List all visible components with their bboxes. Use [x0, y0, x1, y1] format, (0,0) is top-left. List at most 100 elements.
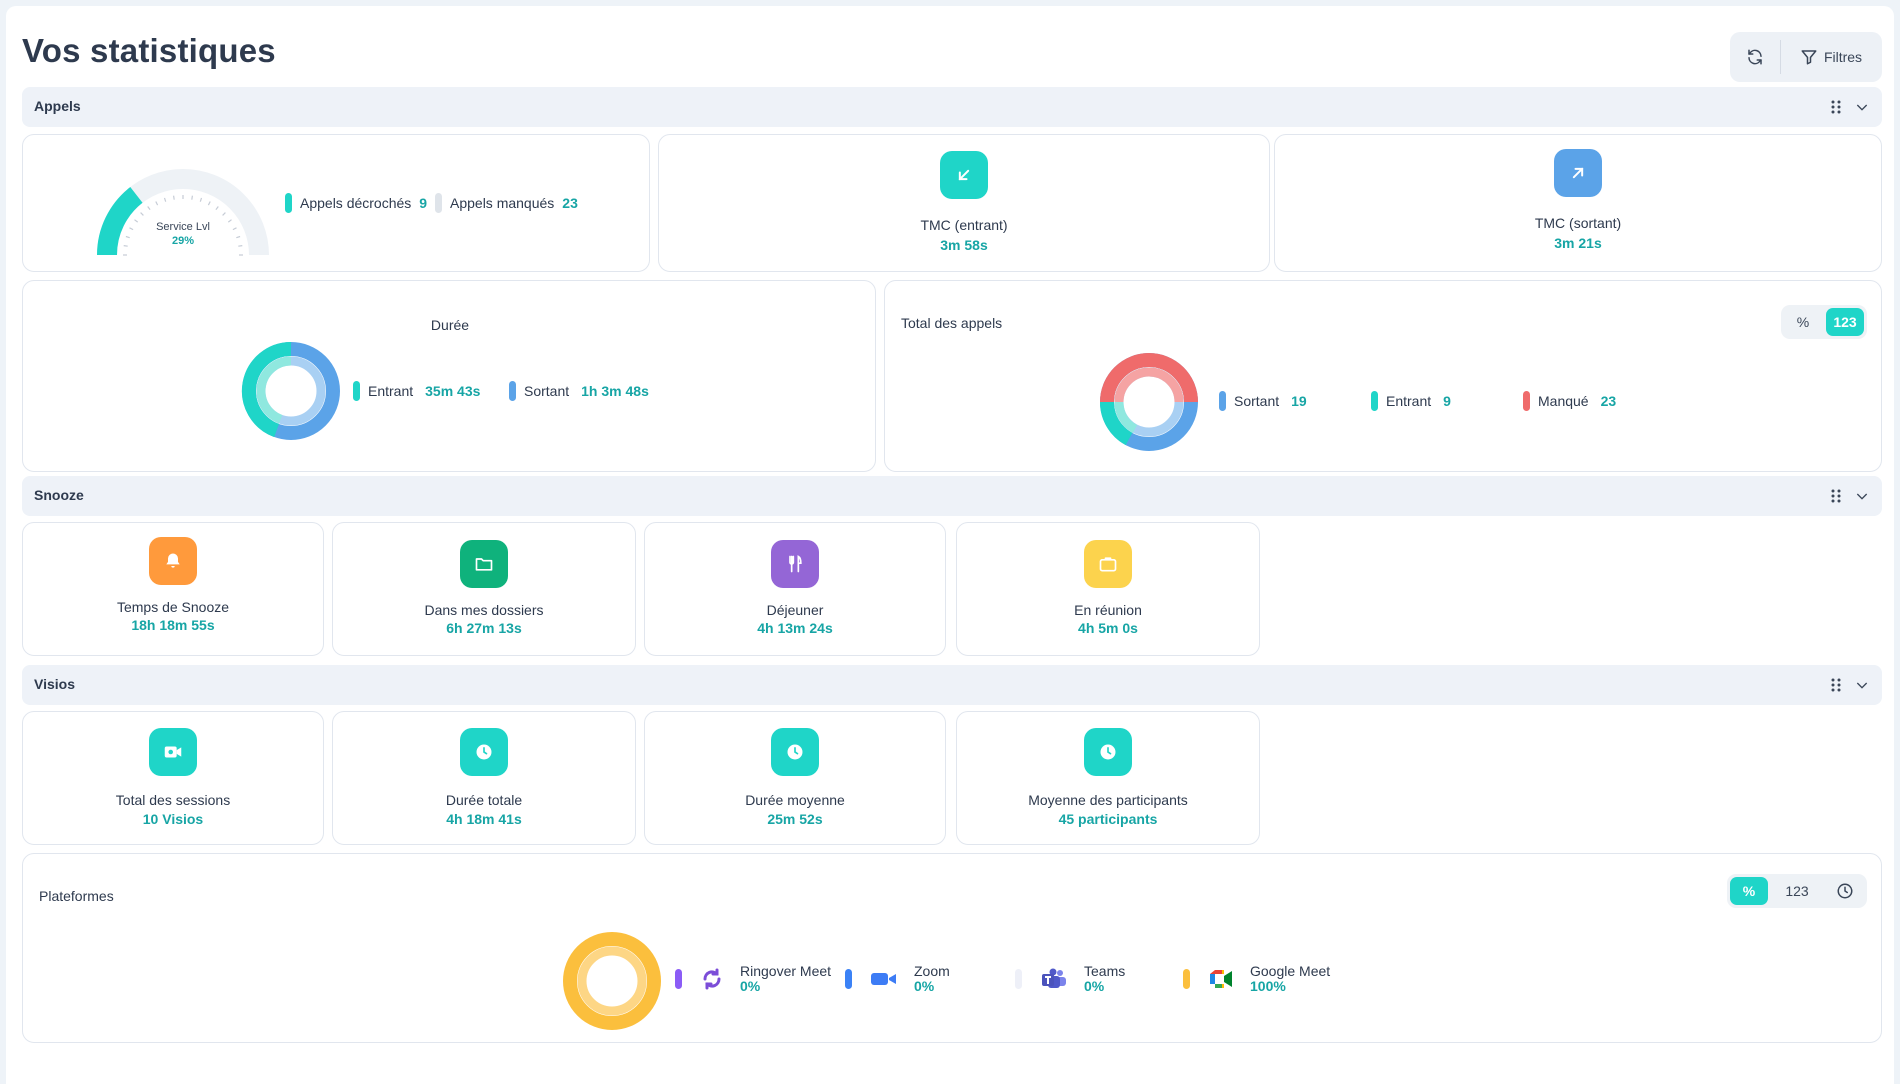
gauge-tick	[191, 195, 193, 200]
refresh-icon	[1748, 49, 1762, 65]
total-outgoing-label: Sortant	[1234, 393, 1280, 409]
section-header-visios[interactable]: Visios	[22, 665, 1882, 705]
filters-label: Filtres	[1823, 49, 1863, 65]
bell-icon	[149, 537, 197, 585]
clock-icon	[1084, 728, 1132, 776]
filter-icon	[1801, 50, 1817, 65]
arrow-down-left-icon	[940, 151, 988, 199]
total-legend-incoming: Entrant 9	[1371, 391, 1451, 411]
total-incoming-label: Entrant	[1386, 393, 1432, 409]
snooze-value: 6h 27m 13s	[446, 620, 522, 636]
visio-card: Durée totale 4h 18m 41s	[332, 711, 636, 845]
gauge-value: 29%	[171, 235, 195, 247]
legend-value-answered: 9	[419, 195, 428, 211]
gauge-tick	[215, 206, 219, 211]
legend-bar-outgoing	[1219, 391, 1226, 411]
gauge-tick	[238, 245, 243, 247]
platform-name: Ringover Meet	[740, 963, 832, 979]
gauge-tick	[199, 197, 203, 202]
section-header-calls[interactable]: Appels	[22, 87, 1882, 127]
teams-icon	[1042, 968, 1066, 988]
gauge-tick	[236, 235, 241, 239]
legend-bar-missed	[435, 193, 442, 213]
toolbar-divider	[1780, 40, 1781, 74]
platform-name: Zoom	[914, 963, 950, 979]
platform-legend-teams: Teams 0%	[1015, 964, 1125, 994]
platform-legend-zoom: Zoom 0%	[845, 964, 950, 994]
gauge-tick	[134, 219, 139, 223]
visio-value: 25m 52s	[767, 811, 823, 827]
total-missed-value: 23	[1600, 393, 1617, 409]
snooze-card: En réunion 4h 5m 0s	[956, 522, 1260, 656]
gauge-tick	[155, 201, 159, 206]
platform-value: 0%	[1084, 978, 1105, 994]
legend-bar-incoming	[1371, 391, 1378, 411]
platform-name: Teams	[1084, 963, 1126, 979]
clock-icon	[771, 728, 819, 776]
platform-name: Google Meet	[1250, 963, 1331, 979]
total-legend-missed: Manqué 23	[1523, 391, 1616, 411]
chevron-down-icon[interactable]	[1854, 677, 1870, 693]
folder-icon	[460, 540, 508, 588]
visio-value: 10 Visios	[142, 811, 204, 827]
total-calls-donut	[1099, 353, 1198, 451]
tmc-incoming-label: TMC (entrant)	[920, 217, 1008, 233]
drag-handle-icon[interactable]	[1830, 98, 1842, 116]
filters-button[interactable]: Filtres	[1781, 32, 1881, 82]
page-title: Vos statistiques	[22, 32, 276, 69]
platforms-card: Plateformes % 123 Ringover Meet 0% Zoom	[22, 853, 1882, 1043]
platform-value: 0%	[740, 978, 761, 994]
chevron-down-icon[interactable]	[1854, 488, 1870, 504]
legend-label-missed: Appels manqués	[450, 195, 555, 211]
briefcase-icon	[1084, 540, 1132, 588]
section-header-snooze[interactable]: Snooze	[22, 476, 1882, 516]
visio-label: Durée totale	[445, 792, 523, 808]
snooze-label: En réunion	[1074, 602, 1142, 618]
visio-label: Durée moyenne	[745, 792, 845, 808]
gauge-tick	[125, 235, 130, 239]
toggle-count[interactable]: 123	[1785, 883, 1809, 899]
section-title-snooze: Snooze	[34, 487, 84, 503]
refresh-button[interactable]	[1730, 32, 1780, 82]
clock-icon	[460, 728, 508, 776]
legend-value-missed: 23	[562, 195, 578, 211]
total-legend-outgoing: Sortant 19	[1219, 391, 1307, 411]
gauge-tick	[207, 201, 211, 206]
total-calls-card: Total des appels % 123 Sortant 19 Entran…	[884, 280, 1882, 472]
duration-legend-outgoing: Sortant 1h 3m 48s	[509, 381, 649, 401]
visio-value: 45 participants	[1058, 811, 1158, 827]
legend-bar-teams	[1015, 969, 1022, 989]
snooze-card: Déjeuner 4h 13m 24s	[644, 522, 946, 656]
cutlery-icon	[771, 540, 819, 588]
snooze-card: Temps de Snooze 18h 18m 55s	[22, 522, 324, 656]
toggle-duration[interactable]	[1826, 877, 1864, 905]
drag-handle-icon[interactable]	[1830, 676, 1842, 694]
snooze-value: 4h 5m 0s	[1078, 620, 1138, 636]
chevron-down-icon[interactable]	[1854, 99, 1870, 115]
snooze-label: Dans mes dossiers	[424, 602, 544, 618]
snooze-value: 18h 18m 55s	[131, 617, 215, 633]
clock-icon	[1837, 883, 1853, 899]
platform-legend-google-meet: Google Meet 100%	[1183, 964, 1330, 994]
legend-label-answered: Appels décrochés	[300, 195, 412, 211]
tmc-outgoing-card: TMC (sortant) 3m 21s	[1274, 134, 1882, 272]
tmc-outgoing-value: 3m 21s	[1554, 235, 1602, 251]
visio-label: Moyenne des participants	[1028, 792, 1188, 808]
video-icon	[149, 728, 197, 776]
gauge-tick	[232, 227, 237, 231]
legend-missed: Appels manqués 23	[435, 193, 578, 213]
gauge-tick	[129, 227, 134, 231]
platform-value: 100%	[1250, 978, 1286, 994]
toggle-count[interactable]: 123	[1826, 308, 1864, 336]
duration-outgoing-value: 1h 3m 48s	[581, 383, 649, 399]
drag-handle-icon[interactable]	[1830, 487, 1842, 505]
gauge-tick	[123, 245, 128, 247]
service-level-gauge	[96, 169, 269, 256]
duration-legend-incoming: Entrant 35m 43s	[353, 381, 480, 401]
platform-value: 0%	[914, 978, 935, 994]
visio-card: Moyenne des participants 45 participants	[956, 711, 1260, 845]
toggle-percent[interactable]: %	[1730, 877, 1768, 905]
section-title-visios: Visios	[34, 676, 75, 692]
toggle-percent[interactable]: %	[1796, 314, 1810, 330]
gauge-tick	[140, 212, 144, 216]
